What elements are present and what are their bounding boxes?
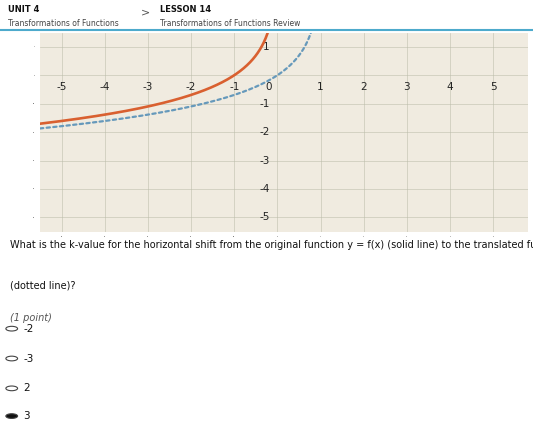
Text: -3: -3 [259,156,270,165]
Text: What is the k-value for the horizontal shift from the original function y = f(x): What is the k-value for the horizontal s… [10,240,533,250]
Text: -5: -5 [259,212,270,222]
Text: 2: 2 [23,384,30,393]
Text: -2: -2 [23,324,34,333]
Text: 1: 1 [317,81,324,92]
Text: 2: 2 [360,81,367,92]
Text: 3: 3 [23,411,30,421]
Circle shape [6,386,18,391]
Text: Transformations of Functions Review: Transformations of Functions Review [160,19,300,28]
Text: 0: 0 [265,81,272,92]
Text: 4: 4 [447,81,453,92]
Text: -4: -4 [259,184,270,194]
Text: -2: -2 [259,127,270,137]
Circle shape [6,326,18,331]
Circle shape [6,356,18,361]
Text: -1: -1 [229,81,239,92]
Text: >: > [141,7,150,17]
Text: (1 point): (1 point) [10,312,52,323]
Text: -1: -1 [259,99,270,109]
Text: UNIT 4: UNIT 4 [8,4,39,13]
Text: 5: 5 [490,81,496,92]
Circle shape [6,414,18,418]
Text: -3: -3 [23,354,34,363]
Text: -3: -3 [143,81,153,92]
Text: -2: -2 [186,81,196,92]
Text: 3: 3 [403,81,410,92]
Text: LESSON 14: LESSON 14 [160,4,211,13]
Text: (dotted line)?: (dotted line)? [10,281,75,291]
Text: Transformations of Functions: Transformations of Functions [8,19,119,28]
Text: 1: 1 [263,42,270,52]
Text: -4: -4 [100,81,110,92]
Text: -5: -5 [56,81,67,92]
